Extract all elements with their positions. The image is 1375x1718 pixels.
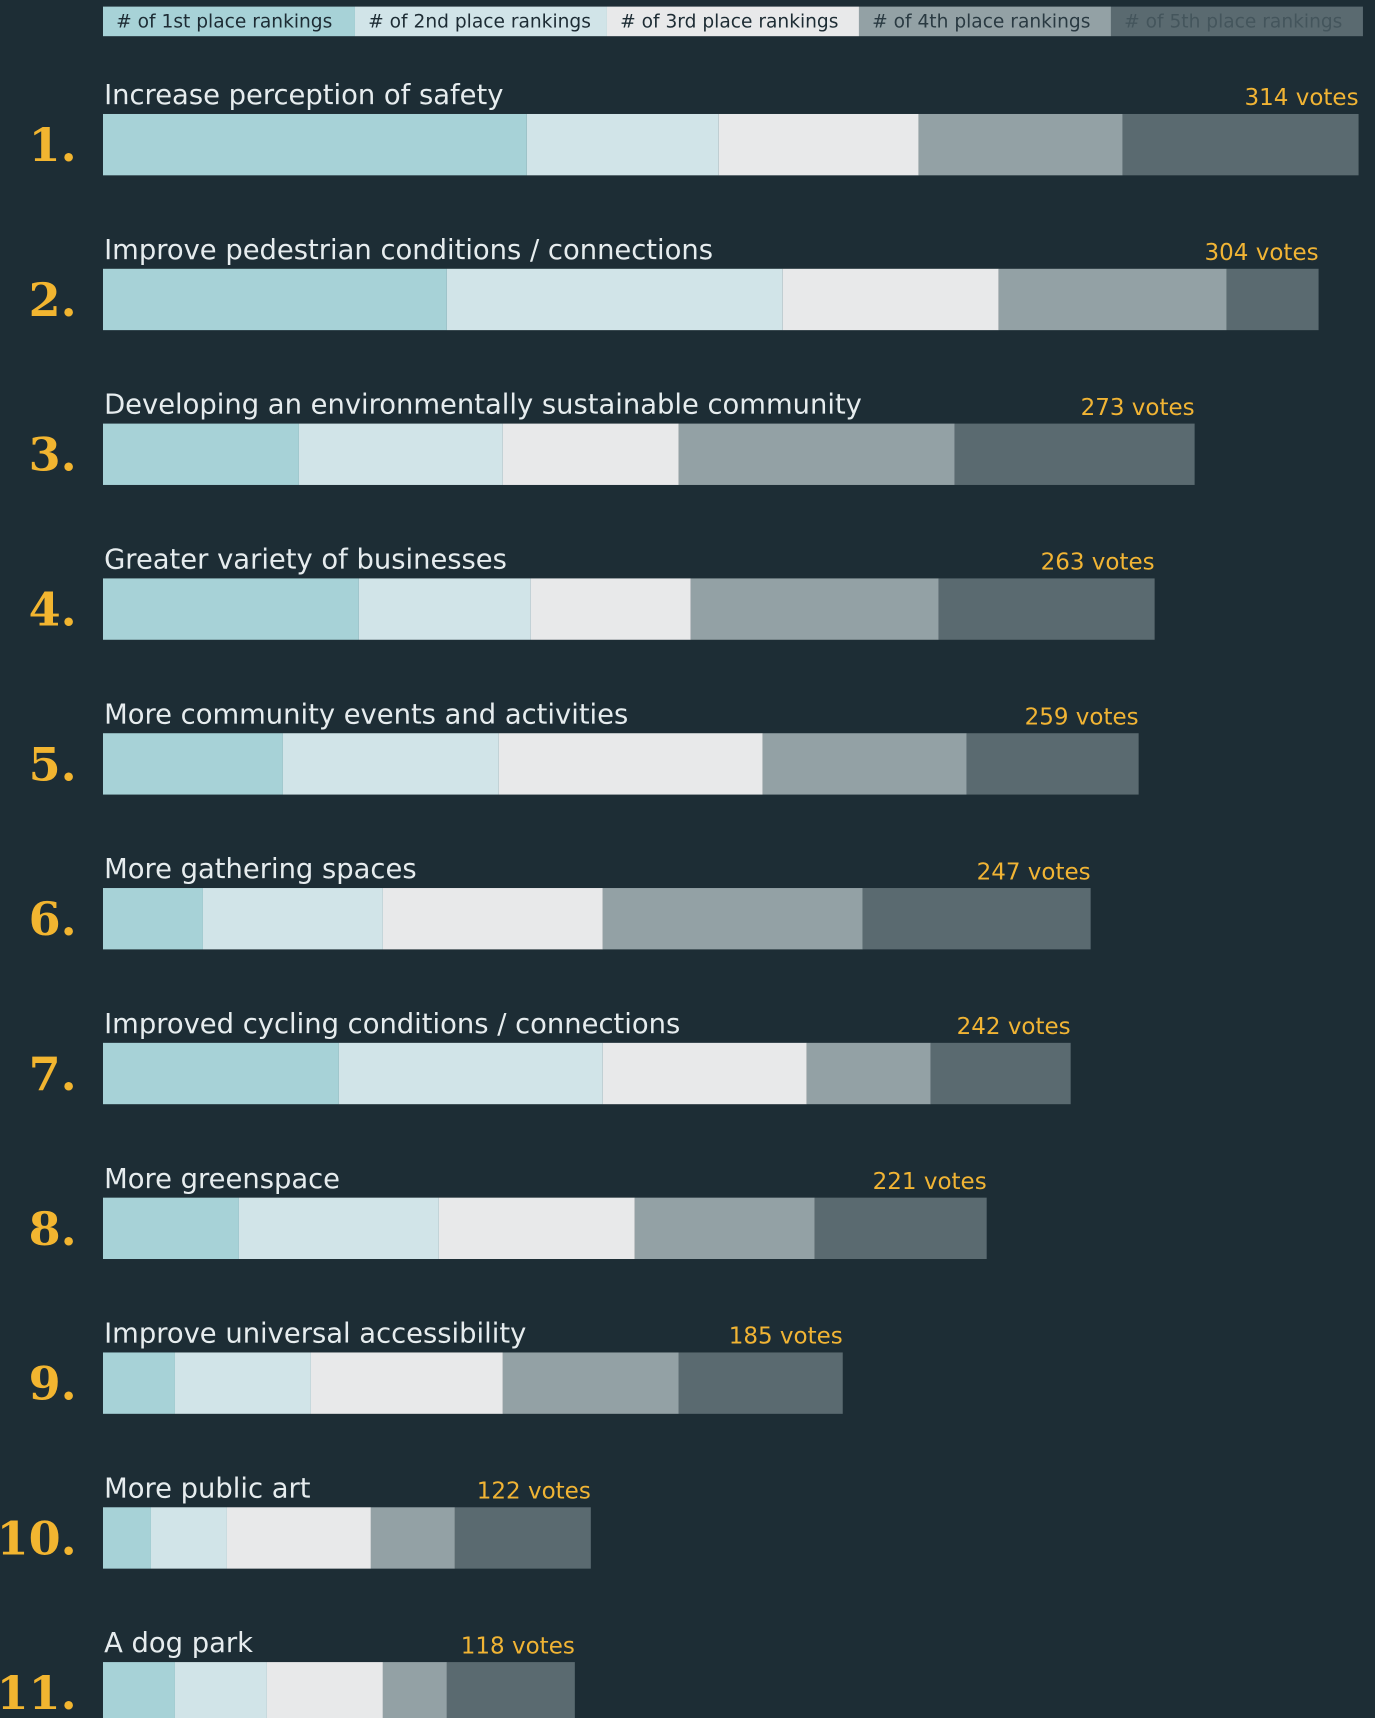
bar-segment [918,113,1123,176]
category-label: Improve universal accessibility [104,1319,526,1350]
rank-label: 6. [29,892,77,946]
bar-segment [174,1352,311,1414]
rank-label: 9. [29,1357,77,1411]
total-label: 242 votes [957,1014,1071,1040]
category-label: Greater variety of businesses [104,545,507,576]
total-label: 259 votes [1025,704,1139,730]
bar-segment [266,1662,383,1718]
rank-label: 4. [29,583,77,637]
rank-label: 10. [0,1511,77,1565]
bar-segment [382,888,603,950]
category-label: More public art [104,1473,311,1504]
rank-label: 2. [29,273,77,327]
total-label: 304 votes [1205,240,1319,266]
bar-segment [930,1042,1071,1105]
bar-segment [1226,268,1319,331]
category-label: More community events and activities [104,699,628,730]
bar-segment [718,113,919,176]
bar-segment [298,423,503,485]
bar-segment [602,1042,807,1105]
total-label: 247 votes [977,859,1091,885]
bar-segment [526,113,719,176]
bar-segment [174,1662,267,1718]
legend-label: # of 3rd place rankings [620,11,838,32]
bar-segment [806,1042,931,1105]
bar-segment [438,1197,635,1260]
bar-segment [102,1042,339,1105]
bar-segment [762,733,967,795]
bar-segment [358,578,531,640]
bar-segment [102,423,299,485]
bar-segment [502,423,679,485]
total-label: 122 votes [477,1479,591,1505]
bar-segment [102,578,359,640]
legend-swatch [102,6,355,37]
bar-segment [814,1197,987,1260]
total-label: 221 votes [873,1169,987,1195]
bar-segment [966,733,1139,795]
legend-swatch [354,6,607,37]
category-label: More greenspace [104,1164,340,1195]
bar-segment [634,1197,815,1260]
bar-segment [498,733,763,795]
bar-segment [998,268,1227,331]
bar-segment [678,423,955,485]
bar-segment [446,268,783,331]
bar-segment [446,1662,575,1718]
bar-segment [102,1507,151,1569]
bar-segment [102,888,203,950]
bar-segment [602,888,863,950]
legend-swatch [858,6,1111,37]
total-label: 263 votes [1041,550,1155,576]
bar-segment [310,1352,503,1414]
bar-segment [382,1662,447,1718]
bar-segment [102,1197,239,1260]
bar-segment [938,578,1155,640]
rank-label: 1. [29,118,77,172]
bar-segment [954,423,1195,485]
category-label: More gathering spaces [104,854,417,885]
bar-segment [678,1352,843,1414]
bar-segment [282,733,499,795]
bar-segment [370,1507,455,1569]
bar-segment [102,1352,175,1414]
legend-label: # of 1st place rankings [116,11,332,32]
legend-label: # of 5th place rankings [1124,11,1342,32]
category-label: A dog park [104,1628,253,1659]
bar-segment [502,1352,679,1414]
bar-segment [150,1507,227,1569]
total-label: 314 votes [1245,85,1359,111]
bar-segment [1122,113,1359,176]
bar-segment [102,733,283,795]
bar-segment [226,1507,371,1569]
bar-segment [202,888,383,950]
rank-label: 8. [29,1202,77,1256]
bar-segment [338,1042,603,1105]
legend-swatch [1110,6,1363,37]
bar-segment [102,113,527,176]
rank-label: 7. [29,1047,77,1101]
rank-label: 11. [0,1666,77,1718]
legend-swatch [606,6,859,37]
bar-segment [102,1662,175,1718]
total-label: 118 votes [461,1633,575,1659]
total-label: 185 votes [729,1324,843,1350]
rank-label: 5. [29,737,77,791]
bar-segment [238,1197,439,1260]
bar-segment [690,578,939,640]
total-label: 273 votes [1081,395,1195,421]
bar-segment [102,268,447,331]
bar-segment [530,578,691,640]
category-label: Improved cycling conditions / connection… [104,1009,680,1040]
category-label: Improve pedestrian conditions / connecti… [104,235,713,266]
bar-segment [862,888,1091,950]
legend-label: # of 2nd place rankings [368,11,591,32]
bar-segment [454,1507,591,1569]
legend-label: # of 4th place rankings [872,11,1090,32]
category-label: Developing an environmentally sustainabl… [104,390,862,421]
rank-label: 3. [29,428,77,482]
bar-segment [782,268,999,331]
category-label: Increase perception of safety [104,80,503,111]
